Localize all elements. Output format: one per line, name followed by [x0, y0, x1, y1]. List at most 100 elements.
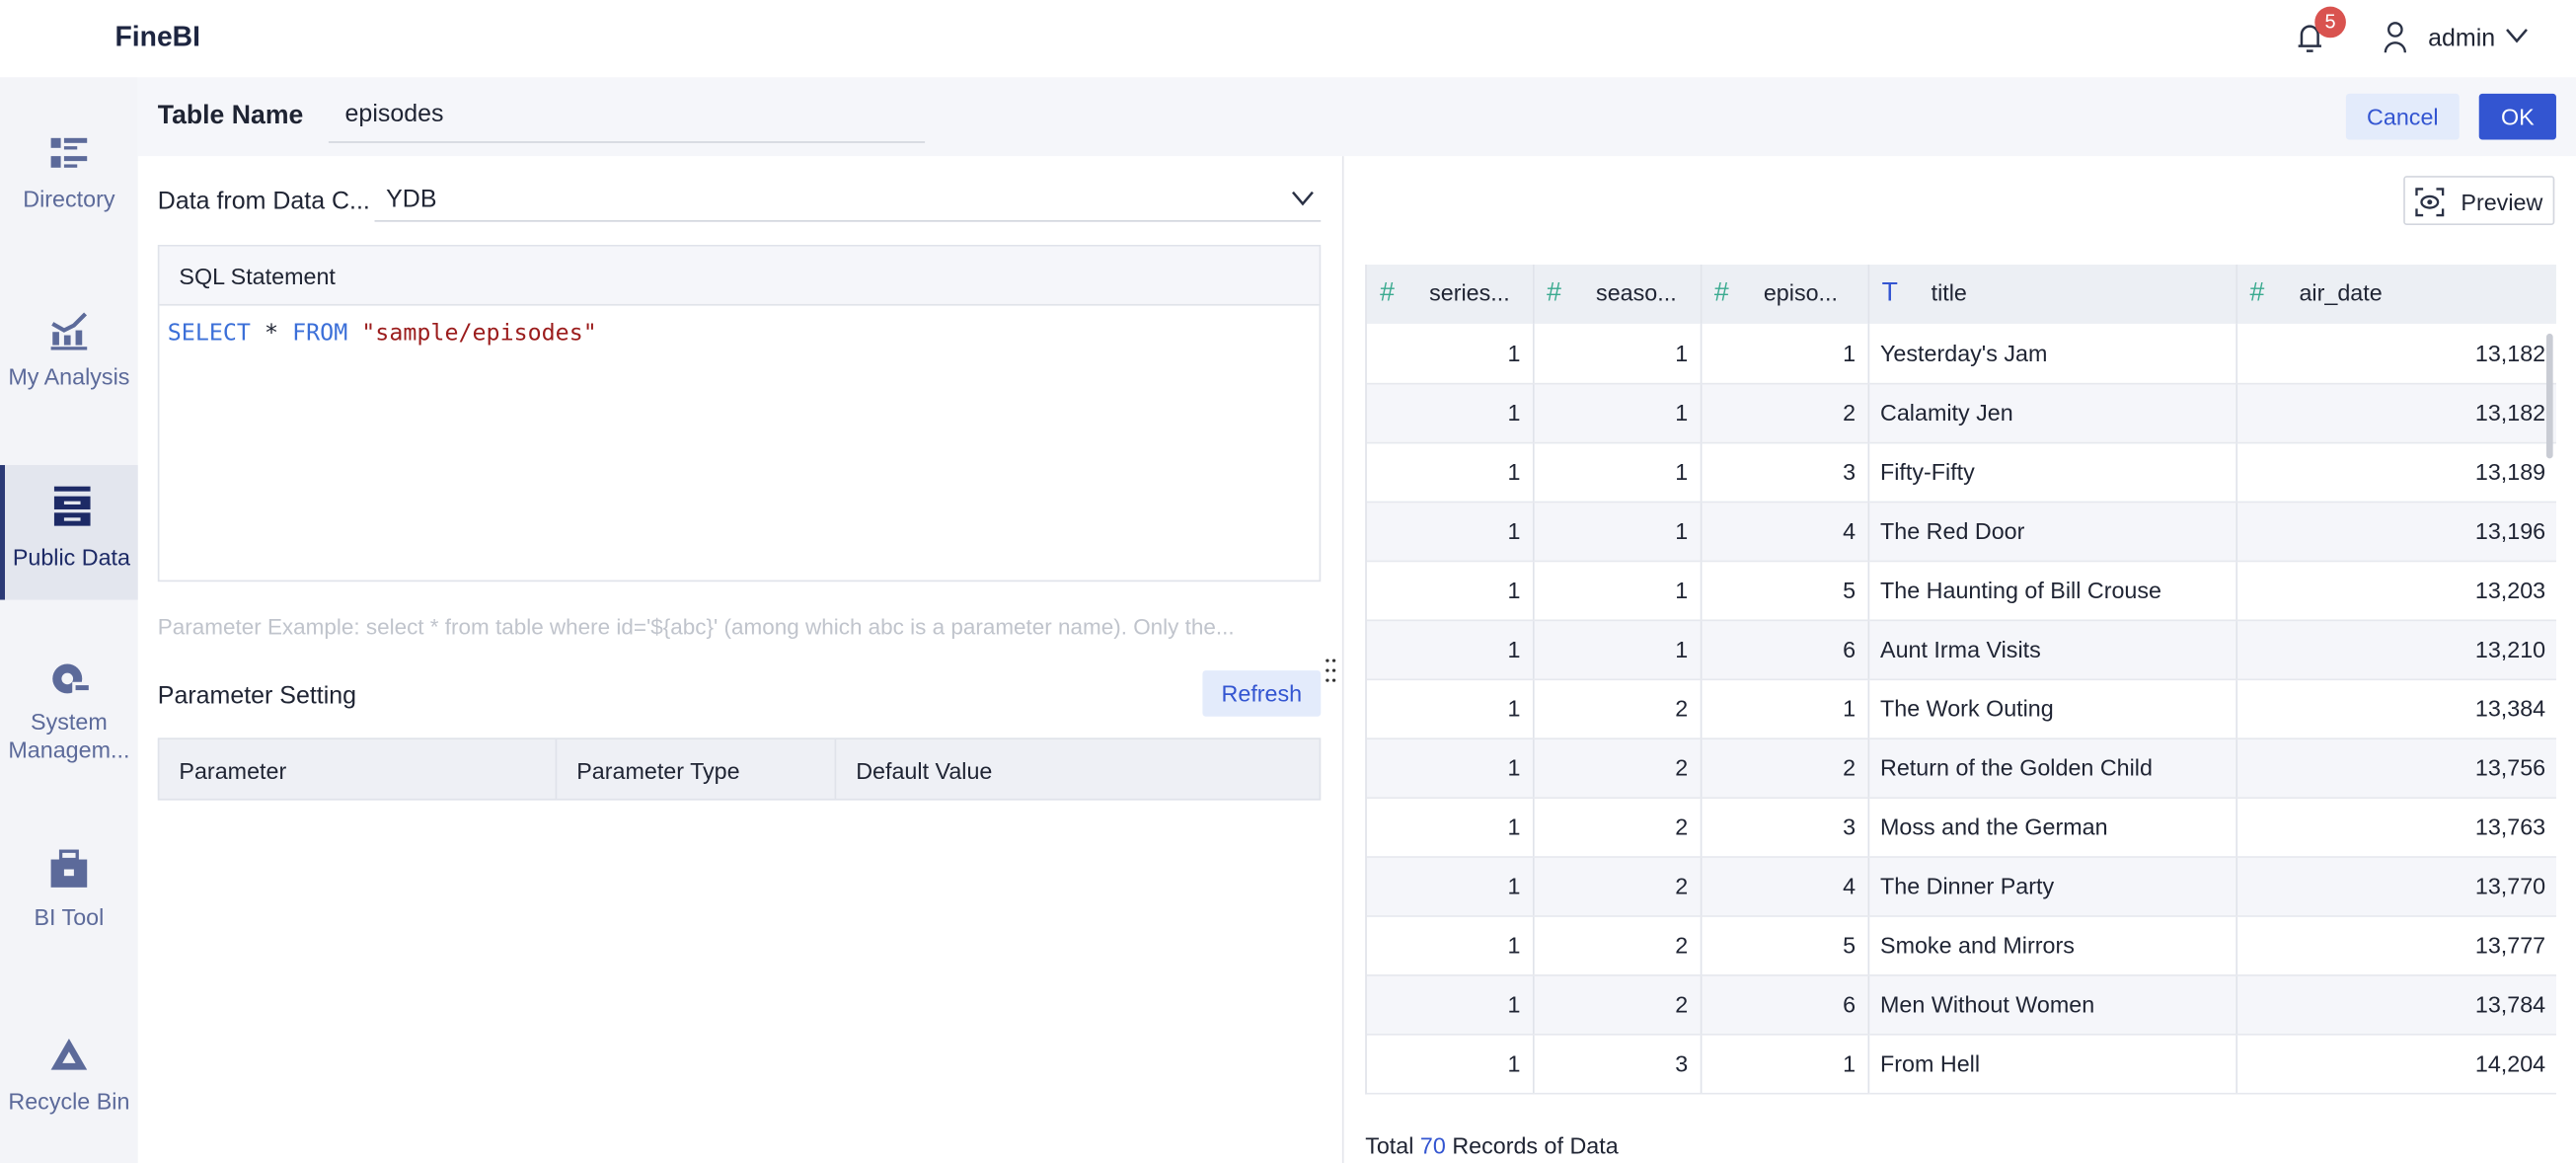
sidebar-item-label: My Analysis — [8, 362, 130, 390]
column-header[interactable]: # air_date — [2235, 264, 2556, 324]
sql-operator: * — [265, 320, 279, 348]
table-cell: 1 — [1366, 441, 1534, 503]
data-source-select[interactable]: YDB — [374, 178, 1322, 222]
ok-button[interactable]: OK — [2478, 93, 2556, 140]
sql-code-input[interactable]: SELECT * FROM "sample/episodes" — [159, 306, 1319, 581]
table-cell: 1 — [1366, 1033, 1534, 1094]
preview-label: Preview — [2461, 189, 2543, 216]
table-cell: From Hell — [1867, 1033, 2237, 1094]
table-row[interactable]: 1 2 1 The Work Outing 13,384 — [1366, 678, 2556, 739]
sql-box: SQL Statement SELECT * FROM "sample/epis… — [157, 245, 1322, 582]
table-cell: 1 — [1366, 915, 1534, 975]
column-header[interactable]: # series... — [1366, 264, 1534, 324]
table-cell: Yesterday's Jam — [1867, 323, 2237, 384]
sidebar-item-bi-tool[interactable]: BI Tool — [0, 830, 138, 965]
cancel-button[interactable]: Cancel — [2345, 93, 2460, 140]
chevron-down-icon — [1292, 191, 1314, 206]
preview-button[interactable]: Preview — [2403, 176, 2555, 226]
table-row[interactable]: 1 1 4 The Red Door 13,196 — [1366, 501, 2556, 562]
table-row[interactable]: 1 2 6 Men Without Women 13,784 — [1366, 974, 2556, 1035]
table-cell: 13,770 — [2235, 856, 2556, 916]
table-name-label: Table Name — [157, 102, 304, 130]
table-cell: 2 — [1532, 856, 1702, 916]
chevron-down-icon[interactable] — [2505, 28, 2528, 44]
table-cell: 1 — [1366, 323, 1534, 384]
table-scrollbar[interactable] — [2545, 333, 2553, 459]
sidebar-item-label: BI Tool — [34, 903, 105, 931]
refresh-button[interactable]: Refresh — [1202, 670, 1322, 717]
column-header: Parameter — [159, 739, 558, 799]
drag-handle-icon[interactable] — [1325, 658, 1337, 684]
data-source-label: Data from Data C... — [157, 187, 370, 216]
table-cell: 1 — [1532, 323, 1702, 384]
column-name: series... — [1429, 278, 1510, 306]
column-header: Parameter Type — [557, 739, 837, 799]
table-cell: 4 — [1700, 501, 1869, 562]
table-cell: 3 — [1532, 1033, 1702, 1094]
table-cell: Return of the Golden Child — [1867, 737, 2237, 799]
table-cell: 1 — [1366, 974, 1534, 1035]
table-row[interactable]: 1 3 1 From Hell 14,204 — [1366, 1033, 2556, 1094]
column-name: seaso... — [1596, 278, 1677, 306]
database-icon — [53, 486, 90, 526]
table-cell: 2 — [1532, 678, 1702, 739]
user-icon[interactable] — [2383, 22, 2409, 54]
table-cell: 13,196 — [2235, 501, 2556, 562]
analysis-chart-icon — [50, 312, 88, 350]
sidebar-item-recycle-bin[interactable]: Recycle Bin — [0, 1014, 138, 1148]
column-header[interactable]: # episo... — [1700, 264, 1869, 324]
table-row[interactable]: 1 1 2 Calamity Jen 13,182 — [1366, 382, 2556, 443]
sql-editor-panel: Data from Data C... YDB SQL Statement SE… — [137, 156, 1344, 1163]
table-cell: 4 — [1700, 856, 1869, 916]
table-cell: 1 — [1366, 382, 1534, 443]
parameter-table-header: Parameter Parameter Type Default Value — [157, 737, 1322, 801]
text-type-icon: T — [1881, 278, 1898, 308]
sidebar-item-directory[interactable]: Directory — [0, 114, 138, 248]
table-cell: 13,384 — [2235, 678, 2556, 739]
table-row[interactable]: 1 2 4 The Dinner Party 13,770 — [1366, 856, 2556, 916]
table-row[interactable]: 1 1 1 Yesterday's Jam 13,182 — [1366, 323, 2556, 384]
table-cell: 1 — [1700, 323, 1869, 384]
table-row[interactable]: 1 1 5 The Haunting of Bill Crouse 13,203 — [1366, 560, 2556, 621]
table-cell: 6 — [1700, 619, 1869, 680]
table-name-bar: Table Name episodes Cancel OK — [137, 77, 2576, 157]
column-name: air_date — [2299, 278, 2383, 306]
table-cell: 1 — [1366, 797, 1534, 858]
table-cell: 2 — [1532, 737, 1702, 799]
table-cell: 13,210 — [2235, 619, 2556, 680]
table-row[interactable]: 1 2 3 Moss and the German 13,763 — [1366, 797, 2556, 858]
table-row[interactable]: 1 1 6 Aunt Irma Visits 13,210 — [1366, 619, 2556, 680]
table-cell: 13,182 — [2235, 323, 2556, 384]
record-count: Total 70 Records of Data — [1365, 1132, 1619, 1159]
sidebar-item-label: Directory — [23, 186, 115, 212]
bell-icon[interactable] — [2295, 22, 2324, 54]
table-row[interactable]: 1 2 5 Smoke and Mirrors 13,777 — [1366, 915, 2556, 975]
table-row[interactable]: 1 2 2 Return of the Golden Child 13,756 — [1366, 737, 2556, 799]
record-count-suffix: Records of Data — [1452, 1131, 1619, 1159]
column-header[interactable]: # seaso... — [1532, 264, 1702, 324]
table-cell: 13,189 — [2235, 441, 2556, 503]
table-cell: The Dinner Party — [1867, 856, 2237, 916]
sidebar-item-system-management[interactable]: System Managem... — [0, 639, 138, 773]
record-count-value: 70 — [1419, 1131, 1446, 1159]
settings-gear-icon — [52, 663, 89, 696]
table-cell: The Work Outing — [1867, 678, 2237, 739]
number-type-icon: # — [2249, 278, 2265, 308]
table-row[interactable]: 1 1 3 Fifty-Fifty 13,189 — [1366, 441, 2556, 503]
sql-keyword: FROM — [292, 320, 348, 348]
number-type-icon: # — [1547, 278, 1561, 308]
table-cell: 13,203 — [2235, 560, 2556, 621]
toolbox-icon — [50, 849, 88, 888]
table-cell: 1 — [1366, 678, 1534, 739]
top-bar: FineBI 5 admin — [0, 0, 2576, 78]
sidebar-item-my-analysis[interactable]: My Analysis — [0, 291, 138, 426]
table-cell: 5 — [1700, 560, 1869, 621]
table-cell: 1 — [1366, 560, 1534, 621]
user-name[interactable]: admin — [2428, 24, 2496, 53]
table-cell: 2 — [1700, 382, 1869, 443]
sidebar-item-public-data[interactable]: Public Data — [0, 465, 138, 600]
sidebar-item-label: Public Data — [12, 543, 130, 571]
table-name-input[interactable]: episodes — [328, 101, 926, 143]
